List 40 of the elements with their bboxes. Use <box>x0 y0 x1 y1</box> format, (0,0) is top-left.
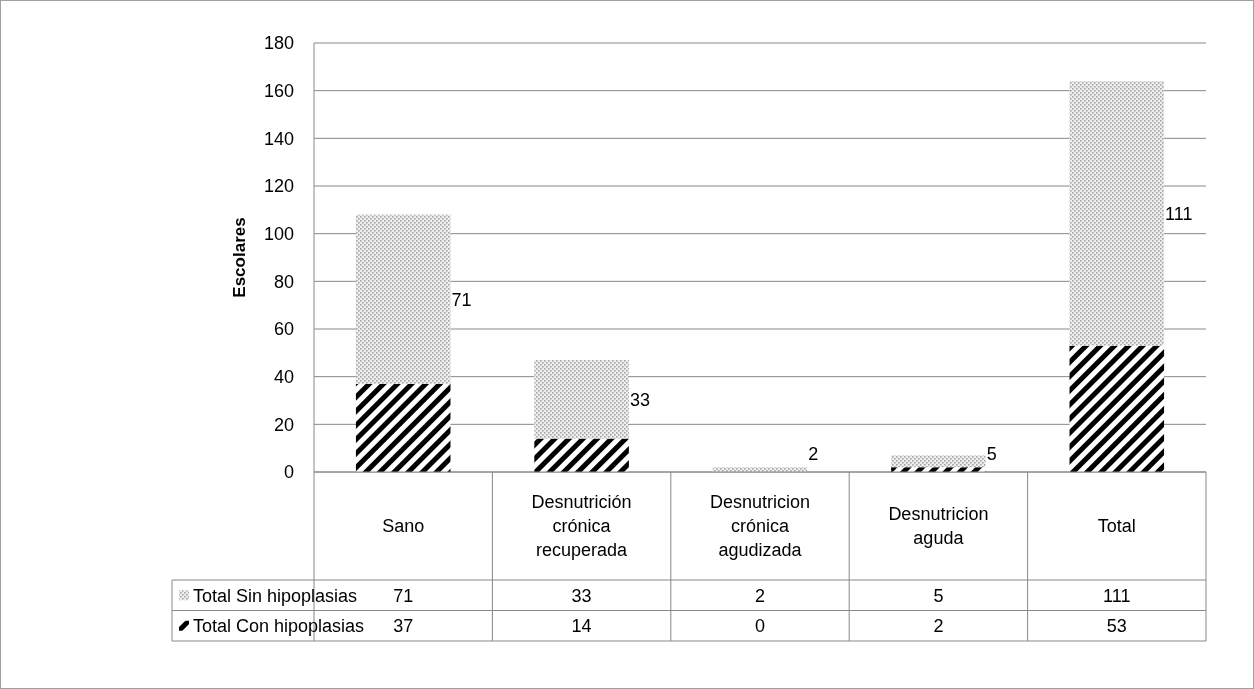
y-tick-label: 60 <box>273 319 294 340</box>
y-tick-label: 180 <box>263 33 294 54</box>
data-label: 2 <box>933 616 944 637</box>
y-axis-title: Escolares <box>230 217 249 298</box>
bar <box>534 359 629 439</box>
bar <box>1069 345 1165 472</box>
x-tick-label: Desnutrición crónica recuperada <box>531 492 632 561</box>
x-tick-label: Total <box>1097 516 1136 537</box>
text: 111 <box>1165 203 1193 224</box>
y-tick-label: 40 <box>273 366 294 387</box>
x-tick-label: Sano <box>382 516 425 537</box>
y-tick-label: 160 <box>263 80 294 101</box>
bar <box>355 214 451 384</box>
data-label: 0 <box>754 616 766 637</box>
x-tick-label: Desnutricion aguda <box>888 504 989 549</box>
y-tick-label: 20 <box>273 414 294 435</box>
data-label: 37 <box>393 616 414 637</box>
y-tick-label: 0 <box>283 462 294 483</box>
legend-label: Total Sin hipoplasias <box>193 585 358 606</box>
data-label: 33 <box>571 585 592 606</box>
bar <box>355 383 451 472</box>
text: 5 <box>986 444 997 465</box>
y-tick-label: 100 <box>263 223 294 244</box>
data-label: 2 <box>754 585 766 606</box>
legend-label: Total Con hipoplasias <box>193 616 365 637</box>
y-tick-label: 140 <box>263 128 294 149</box>
data-label: 71 <box>393 585 414 606</box>
x-tick-label: Desnutricion crónica agudizada <box>709 492 811 561</box>
bar <box>1069 81 1165 346</box>
y-tick-label: 120 <box>263 176 294 197</box>
data-label: 5 <box>933 585 944 606</box>
data-label: 111 <box>1103 585 1131 606</box>
data-label: 53 <box>1106 616 1127 637</box>
text: 2 <box>808 444 819 465</box>
y-tick-label: 80 <box>273 271 294 292</box>
bar <box>891 455 986 468</box>
text: 71 <box>451 289 472 310</box>
data-label: 14 <box>571 616 592 637</box>
text: 33 <box>629 389 650 410</box>
bar <box>534 438 629 472</box>
